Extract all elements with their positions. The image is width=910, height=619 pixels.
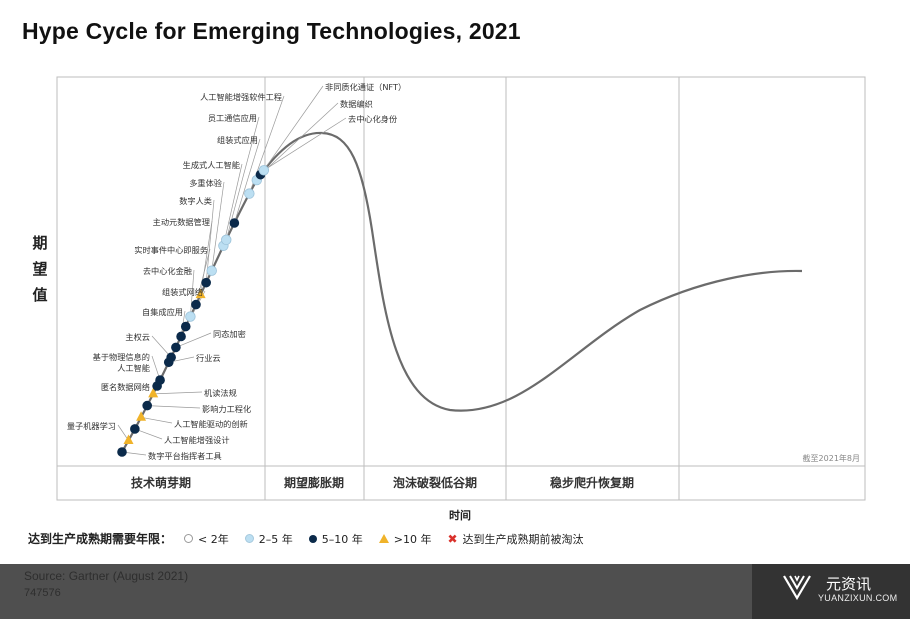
y5to10-circle-marker (142, 400, 152, 411)
technology-label: 数字平台指挥者工具 (148, 451, 222, 461)
technology-label: 机读法规 (204, 388, 237, 398)
hype-cycle-chart: 期 望 值 时间 截至2021年8月 技术萌芽期 期望膨胀期 泡沫破裂低谷期 稳… (32, 76, 866, 522)
brand-name: 元资讯 (826, 575, 872, 593)
technology-label: 行业云 (196, 353, 221, 363)
source-note: Source: Gartner (August 2021) (24, 569, 189, 583)
x-axis-label: 时间 (449, 508, 471, 522)
technology-label: 去中心化身份 (348, 114, 397, 124)
technology-label: 主动元数据管理 (153, 217, 210, 227)
y5to10-circle-marker (130, 424, 140, 434)
technology-label: 量子机器学习 (67, 421, 116, 431)
technology-label: 数据编织 (340, 99, 373, 109)
y5to10-circle-marker (191, 299, 201, 310)
label-leader-line (147, 405, 201, 409)
y5to10-circle-marker (176, 331, 186, 342)
light-blue-circle-icon (244, 534, 254, 543)
phase-label-trough: 泡沫破裂低谷期 (393, 475, 477, 490)
phase-label-slope: 稳步爬升恢复期 (550, 475, 634, 490)
date-note: 截至2021年8月 (803, 453, 860, 463)
dark-blue-circle-icon (308, 534, 317, 543)
label-leader-line (263, 117, 347, 171)
technology-label: 影响力工程化 (202, 404, 251, 414)
legend-item-obsolete: ✖ 达到生产成熟期前被淘汰 (447, 531, 584, 546)
label-leader-line (223, 163, 243, 246)
legend-item-5to10: 5–10 年 (308, 531, 363, 547)
y5to10-circle-marker (201, 277, 211, 288)
y5to10-circle-marker (155, 375, 165, 385)
phase-label-trigger: 技术萌芽期 (131, 475, 191, 490)
gt10-triangle-marker (195, 288, 206, 299)
technology-label: 匿名数据网络 (101, 382, 150, 392)
y-axis-label-3: 值 (32, 286, 47, 304)
yellow-triangle-icon (378, 534, 389, 543)
label-leader-line (134, 428, 163, 440)
hype-curve (121, 131, 803, 453)
y5to10-circle-marker (180, 321, 191, 332)
gt10-triangle-marker (123, 434, 134, 445)
label-leader-line (190, 269, 195, 317)
technology-label: 生成式人工智能 (183, 160, 240, 170)
technology-label: 基于物理信息的人工智能 (93, 352, 150, 373)
brand-logo-icon (783, 575, 811, 601)
red-x-icon: ✖ (447, 531, 458, 546)
technology-label: 实时事件中心即服务 (134, 245, 208, 255)
label-leader-line (256, 85, 324, 181)
y-axis-label-2: 望 (32, 260, 47, 278)
white-circle-icon (184, 534, 194, 543)
y5to10-circle-marker (171, 342, 181, 353)
technology-label: 去中心化金融 (143, 266, 192, 276)
gt10-triangle-marker (136, 411, 147, 421)
technology-label: 组装式网络 (162, 287, 203, 297)
legend: 达到生产成熟期需要年限： < 2年 2–5 年 5–10 年 >10 年 ✖ 达到… (28, 530, 600, 547)
y5to10-circle-marker (166, 352, 176, 363)
label-leader-line (141, 416, 173, 424)
brand-box (752, 564, 910, 619)
y5to10-circle-marker (117, 447, 127, 457)
y2to5-circle-marker (244, 188, 255, 199)
technology-label: 数字人类 (179, 196, 212, 206)
legend-item-lt2: < 2年 (184, 531, 229, 547)
label-leader-line (211, 181, 225, 271)
label-leader-line (260, 102, 339, 175)
legend-item-2to5: 2–5 年 (244, 531, 293, 547)
technology-label: 员工通信应用 (208, 113, 257, 123)
technology-label: 非同质化通证（NFT） (325, 82, 406, 92)
y2to5-circle-marker (258, 165, 270, 176)
y2to5-circle-marker (185, 311, 196, 322)
technology-label: 人工智能增强软件工程 (200, 92, 282, 102)
legend-item-gt10: >10 年 (378, 531, 431, 547)
technology-label: 主权云 (125, 332, 150, 342)
technology-label: 人工智能增强设计 (164, 435, 230, 445)
phase-label-peak: 期望膨胀期 (284, 475, 344, 490)
document-id: 747576 (24, 587, 61, 599)
technology-label: 人工智能驱动的创新 (174, 419, 248, 429)
technology-marker-group (117, 165, 270, 457)
technology-label: 同态加密 (213, 329, 246, 339)
label-leader-line (175, 332, 212, 348)
technology-label: 组装式应用 (217, 135, 258, 145)
technology-label: 自集成应用 (142, 307, 183, 317)
gt10-triangle-marker (148, 387, 159, 398)
technology-label: 多重体验 (189, 178, 222, 188)
chart-title: Hype Cycle for Emerging Technologies, 20… (22, 18, 521, 44)
label-leader-line (234, 138, 261, 224)
label-leader-line (153, 391, 203, 395)
y-axis-label-1: 期 (32, 234, 47, 252)
y5to10-circle-marker (229, 218, 240, 228)
legend-title: 达到生产成熟期需要年限： (28, 532, 173, 546)
y2to5-circle-marker (206, 265, 217, 276)
brand-url: YUANZIXUN.COM (818, 593, 898, 603)
plot-frame (56, 76, 866, 501)
y2to5-circle-marker (221, 234, 232, 246)
